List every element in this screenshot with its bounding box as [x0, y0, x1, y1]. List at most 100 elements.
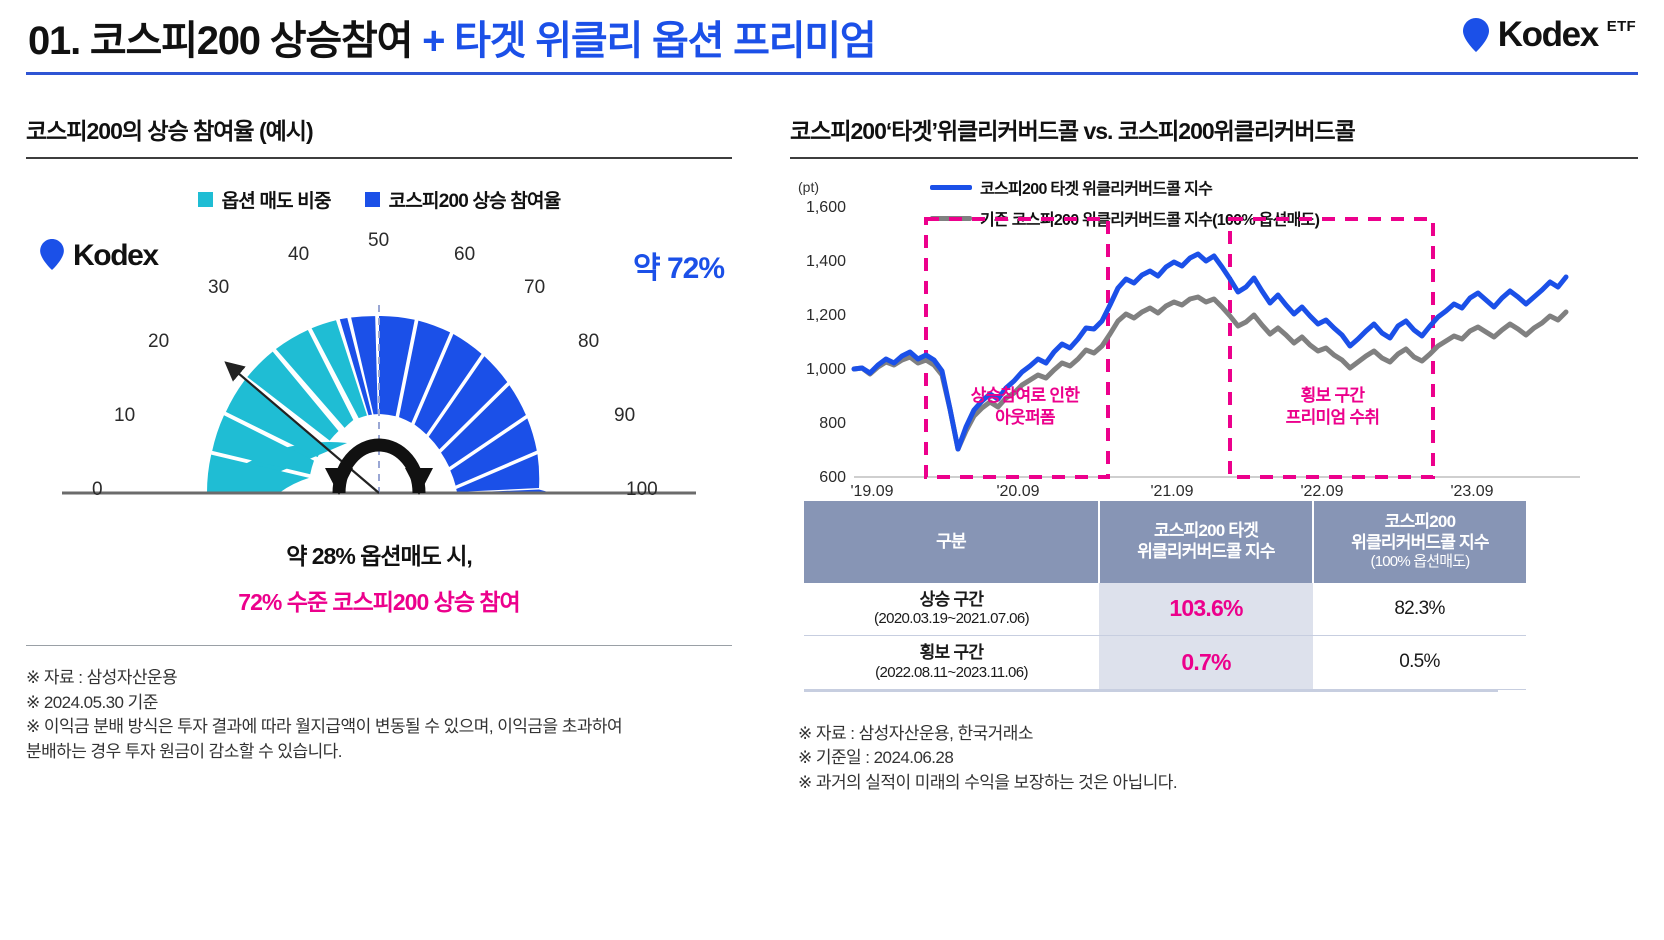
- right-footnote-3: ※ 과거의 실적이 미래의 수익을 보장하는 것은 아닙니다.: [798, 772, 1178, 792]
- legend-label-participation: 코스피200 상승 참여율: [388, 191, 562, 212]
- gauge-needle: [224, 361, 380, 494]
- annotation-sideways-line2: 프리미엄 수취: [1285, 408, 1380, 428]
- row-uptrend-title: 상승 구간: [919, 589, 984, 609]
- table-col-category: 구분: [804, 501, 1099, 583]
- table-col-target-line1: 코스피200 타겟: [1153, 521, 1259, 541]
- location-pin-icon: [40, 239, 66, 273]
- y-tick-1000: 1,000: [805, 361, 846, 378]
- table-row: 상승 구간 (2020.03.19~2021.07.06) 103.6% 82.…: [804, 582, 1526, 637]
- table-col-base-line3: (100% 옵션매도): [1370, 553, 1471, 571]
- gauge-kodex-logo: Kodex: [40, 239, 159, 273]
- x-tick-1909: '19.09: [850, 483, 894, 500]
- chart-unit-label: (pt): [798, 179, 819, 195]
- x-tick-2009: '20.09: [996, 483, 1040, 500]
- gauge-caption: 약 28% 옵션매도 시, 72% 수준 코스피200 상승 참여: [26, 537, 732, 617]
- page-title-black: 01. 코스피200 상승참여: [28, 19, 413, 63]
- chart-annotation-sideways: 횡보 구간 프리미엄 수취: [1245, 385, 1420, 429]
- left-footnote-divider: [26, 645, 732, 646]
- table-col-category-label: 구분: [936, 531, 966, 551]
- annotation-uptrend-line2: 아웃퍼폼: [995, 408, 1055, 428]
- legend-swatch-icon: [197, 192, 213, 207]
- gauge-tick-20: 20: [148, 331, 170, 352]
- table-col-base-line1: 코스피200: [1384, 512, 1456, 531]
- left-footnote-1: ※ 자료 : 삼성자산운용: [26, 668, 178, 687]
- performance-line-chart: (pt) 코스피200 타겟 위클리커버드콜 지수 기존 코스피200 위클리커…: [790, 167, 1638, 500]
- legend-item-option-share: 옵션 매도 비중: [197, 186, 332, 213]
- table-body: 상승 구간 (2020.03.19~2021.07.06) 103.6% 82.…: [804, 582, 1526, 690]
- gauge-tick-100: 100: [626, 479, 658, 500]
- table-col-base-line2: 위클리커버드콜 지수: [1351, 532, 1489, 552]
- right-panel: 코스피200‘타겟’위클리커버드콜 vs. 코스피200위클리커버드콜 (pt)…: [790, 112, 1638, 912]
- row-uptrend-base-value: 82.3%: [1394, 597, 1445, 619]
- highlight-box-uptrend: [924, 217, 1110, 479]
- page-title: 01. 코스피200 상승참여 + 타겟 위클리 옵션 프리미엄: [28, 8, 877, 66]
- location-pin-icon: [1462, 18, 1489, 52]
- row-uptrend-period: (2020.03.19~2021.07.06): [873, 610, 1030, 628]
- gauge-caption-line2: 72% 수준 코스피200 상승 참여: [238, 589, 520, 615]
- table-header-row: 구분 코스피200 타겟 위클리커버드콜 지수 코스피200 위클리커버드콜 지…: [804, 501, 1526, 583]
- row-uptrend-target-value: 103.6%: [1169, 595, 1243, 622]
- left-footnote-2: ※ 2024.05.30 기준: [26, 692, 158, 712]
- gauge-caption-line1: 약 28% 옵션매도 시,: [286, 543, 473, 569]
- left-panel: 코스피200의 상승 참여율 (예시) 옵션 매도 비중 코스피200 상승 참…: [26, 112, 732, 912]
- x-tick-2309: '23.09: [1450, 483, 1494, 500]
- chart-legend-label-target: 코스피200 타겟 위클리커버드콜 지수: [980, 181, 1213, 198]
- right-footnote-1: ※ 자료 : 삼성자산운용, 한국거래소: [798, 723, 1033, 743]
- gauge-legend: 옵션 매도 비중 코스피200 상승 참여율: [26, 186, 732, 213]
- right-footnote-2: ※ 기준일 : 2024.06.28: [798, 748, 954, 768]
- gauge-tick-40: 40: [288, 244, 310, 265]
- table-col-base: 코스피200 위클리커버드콜 지수 (100% 옵션매도): [1312, 501, 1526, 583]
- table-head: 구분 코스피200 타겟 위클리커버드콜 지수 코스피200 위클리커버드콜 지…: [804, 501, 1526, 583]
- kodex-brand-logo: Kodex ETF: [1462, 12, 1636, 58]
- gauge-tick-80: 80: [578, 331, 600, 352]
- row-sideways-title: 횡보 구간: [919, 643, 984, 663]
- row-sideways-base-cell: 0.5%: [1313, 635, 1526, 690]
- series-line-target: [851, 251, 1569, 452]
- highlight-box-sideways: [1228, 217, 1435, 479]
- y-tick-1400: 1,400: [805, 253, 846, 270]
- page-title-blue: + 타겟 위클리 옵션 프리미엄: [422, 19, 877, 63]
- gauge-tick-90: 90: [614, 405, 636, 426]
- gauge-tick-30: 30: [208, 277, 230, 298]
- row-sideways-label: 횡보 구간 (2022.08.11~2023.11.06): [804, 635, 1099, 690]
- legend-label-option-share: 옵션 매도 비중: [221, 191, 332, 212]
- y-tick-1600: 16001,600: [805, 199, 846, 216]
- gauge-segments: [206, 316, 551, 493]
- chart-legend-label-base: 기존 코스피200 위클리커버드콜 지수(100% 옵션매도): [980, 212, 1320, 229]
- header-divider: [26, 72, 1638, 75]
- left-footnote-4: 분배하는 경우 투자 원금이 감소할 수 있습니다.: [26, 741, 342, 761]
- right-panel-divider: [790, 157, 1638, 159]
- x-tick-2109: '21.09: [1150, 483, 1194, 500]
- right-panel-title: 코스피200‘타겟’위클리커버드콜 vs. 코스피200위클리커버드콜: [790, 118, 1356, 144]
- participation-value-badge: 약 72%: [633, 252, 725, 285]
- comparison-table: 구분 코스피200 타겟 위클리커버드콜 지수 코스피200 위클리커버드콜 지…: [804, 501, 1526, 690]
- right-footnotes: ※ 자료 : 삼성자산운용, 한국거래소 ※ 기준일 : 2024.06.28 …: [798, 722, 1638, 796]
- chart-annotation-uptrend: 상승참여로 인한 아웃퍼폼: [940, 385, 1110, 429]
- left-panel-title: 코스피200의 상승 참여율 (예시): [26, 118, 314, 144]
- gauge-brand-wordmark: Kodex: [73, 239, 159, 272]
- gauge-svg: [62, 305, 696, 495]
- row-sideways-base-value: 0.5%: [1399, 651, 1440, 673]
- gauge-tick-0: 0: [92, 479, 103, 500]
- y-tick-600: 600: [819, 469, 846, 486]
- brand-wordmark: Kodex: [1497, 15, 1599, 54]
- brand-etf-superscript: ETF: [1606, 18, 1636, 35]
- chart-legend: 코스피200 타겟 위클리커버드콜 지수 기존 코스피200 위클리커버드콜 지…: [930, 175, 1320, 237]
- gauge-tick-10: 10: [114, 405, 136, 426]
- legend-swatch-icon: [364, 192, 380, 207]
- annotation-sideways-line1: 횡보 구간: [1300, 386, 1365, 405]
- row-sideways-target-value: 0.7%: [1181, 648, 1231, 675]
- row-uptrend-target-cell: 103.6%: [1099, 582, 1313, 637]
- chart-legend-item-target: 코스피200 타겟 위클리커버드콜 지수: [930, 175, 1319, 199]
- gauge-tick-50: 50: [368, 230, 390, 251]
- chart-plot-svg: [851, 217, 1580, 479]
- gauge-tick-70: 70: [524, 277, 546, 298]
- x-tick-2209: '22.09: [1300, 483, 1344, 500]
- table-col-target-line2: 위클리커버드콜 지수: [1137, 541, 1275, 561]
- legend-item-participation: 코스피200 상승 참여율: [364, 186, 562, 213]
- y-tick-800: 800: [819, 415, 846, 432]
- gauge-tick-60: 60: [454, 244, 476, 265]
- table-row: 횡보 구간 (2022.08.11~2023.11.06) 0.7% 0.5%: [804, 635, 1526, 690]
- annotation-uptrend-line1: 상승참여로 인한: [970, 386, 1080, 405]
